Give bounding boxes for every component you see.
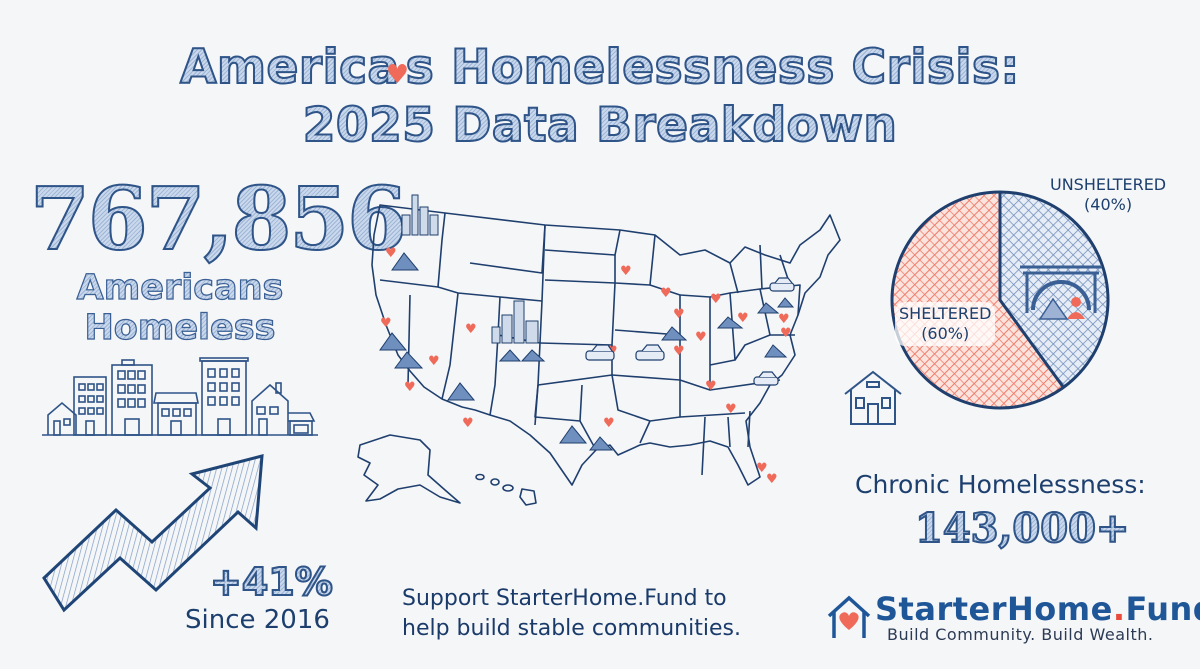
total-label-line1: Americans — [70, 267, 290, 308]
sheltered-label: SHELTERED (60%) — [895, 302, 996, 346]
svg-text:♥: ♥ — [380, 316, 392, 331]
growth-percent: +41% — [209, 559, 334, 605]
bridge-tent-icon — [1020, 265, 1102, 320]
svg-text:♥: ♥ — [756, 461, 768, 476]
starterhome-logo-icon — [827, 595, 871, 638]
svg-text:♥: ♥ — [428, 354, 440, 369]
support-cta-line1: Support StarterHome.Fund to — [402, 586, 727, 611]
pie-slice-sheltered — [892, 192, 1064, 408]
svg-text:♥: ♥ — [725, 402, 737, 417]
rising-trend-arrow-icon — [42, 454, 264, 613]
brand-name: StarterHome.Fund — [875, 590, 1200, 628]
svg-text:♥: ♥ — [404, 380, 416, 395]
svg-text:♥: ♥ — [780, 326, 792, 341]
title-text-america: America — [179, 39, 400, 96]
chronic-homelessness-label: Chronic Homelessness: — [855, 470, 1146, 499]
svg-text:♥: ♥ — [695, 330, 707, 345]
svg-text:♥: ♥ — [737, 311, 749, 326]
svg-text:♥: ♥ — [673, 307, 685, 322]
sheltered-pie-chart — [890, 190, 1110, 410]
unsheltered-label: UNSHELTERED (40%) — [1050, 175, 1166, 215]
sheltered-label-text: SHELTERED — [899, 304, 992, 323]
page-title-line1: America ♥ s Homelessness Crisis: — [0, 39, 1200, 96]
map-city-markers — [401, 194, 539, 344]
map-heart-markers: ♥♥♥♥ ♥♥♥♥ ♥♥♥♥ ♥♥♥♥ ♥♥♥♥♥ — [380, 246, 792, 487]
pie-slice-unsheltered — [1000, 191, 1109, 388]
svg-text:♥: ♥ — [385, 246, 397, 261]
city-skyline-icon — [42, 357, 318, 436]
svg-text:♥: ♥ — [465, 322, 477, 337]
unsheltered-pct: (40%) — [1084, 195, 1133, 214]
svg-text:♥: ♥ — [766, 472, 778, 487]
brand-tagline: Build Community. Build Wealth. — [887, 625, 1154, 644]
us-map: ♥♥♥♥ ♥♥♥♥ ♥♥♥♥ ♥♥♥♥ ♥♥♥♥♥ — [357, 194, 841, 506]
total-homeless-count: 767,856 — [29, 169, 408, 270]
sheltered-pct: (60%) — [921, 324, 970, 343]
svg-text:♥: ♥ — [603, 416, 615, 431]
growth-since-label: Since 2016 — [185, 605, 330, 635]
svg-text:♥: ♥ — [620, 264, 632, 279]
chronic-homelessness-value: 143,000+ — [914, 504, 1130, 553]
unsheltered-label-text: UNSHELTERED — [1050, 175, 1167, 194]
total-label-line2: Homeless — [70, 307, 290, 348]
svg-text:♥: ♥ — [660, 286, 672, 301]
support-cta-text: Support StarterHome.Fund to help build s… — [402, 584, 741, 644]
svg-text:♥: ♥ — [673, 344, 685, 359]
title-text-rest: s Homelessness Crisis: — [405, 39, 1021, 96]
page-title-line2: 2025 Data Breakdown — [0, 97, 1200, 154]
svg-text:♥: ♥ — [778, 312, 790, 327]
svg-text:♥: ♥ — [462, 416, 474, 431]
svg-text:♥: ♥ — [710, 292, 722, 307]
house-icon — [844, 370, 902, 425]
support-cta-line2: help build stable communities. — [402, 616, 741, 641]
map-car-markers — [585, 277, 795, 386]
svg-text:♥: ♥ — [705, 379, 717, 394]
map-tent-markers — [379, 252, 795, 451]
